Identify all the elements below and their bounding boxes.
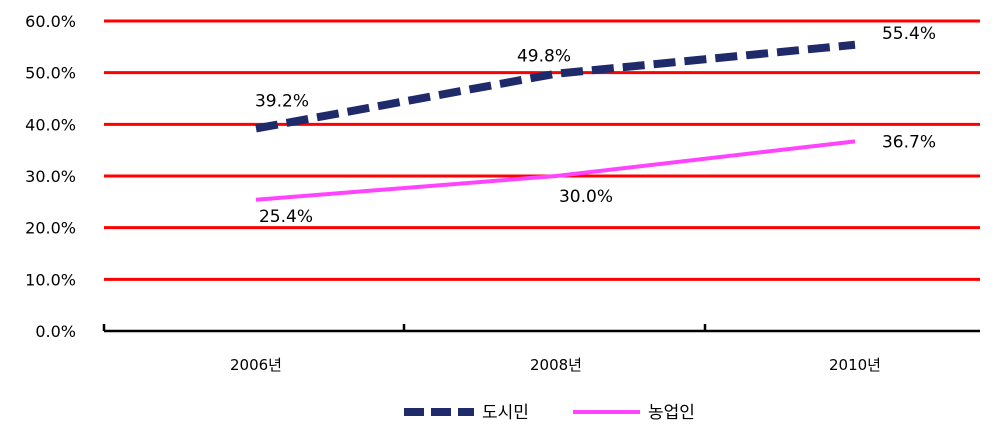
legend-label: 도시민 [482, 403, 529, 423]
y-tick-label: 30.0% [25, 167, 76, 186]
data-label: 55.4% [882, 24, 936, 44]
data-label: 39.2% [255, 91, 309, 111]
y-tick-label: 40.0% [25, 115, 76, 134]
data-label: 36.7% [882, 132, 936, 152]
y-tick-labels: 0.0% 10.0% 20.0% 30.0% 40.0% 50.0% 60.0% [25, 12, 76, 341]
data-labels: 39.2% 49.8% 55.4% 25.4% 30.0% 36.7% [255, 24, 936, 227]
x-tick-label: 2006년 [230, 356, 282, 374]
y-tick-label: 60.0% [25, 12, 76, 31]
y-tick-label: 20.0% [25, 219, 76, 238]
x-tick-label: 2010년 [829, 356, 881, 374]
series-line-1 [255, 40, 856, 133]
legend: 도시민 농업인 [404, 403, 695, 423]
data-label: 49.8% [517, 47, 571, 67]
y-tick-label: 0.0% [35, 322, 76, 341]
y-tick-label: 50.0% [25, 64, 76, 83]
series-lines [255, 40, 856, 202]
data-label: 30.0% [559, 187, 613, 207]
legend-label: 농업인 [648, 403, 695, 423]
x-axis [102, 324, 980, 333]
x-tick-labels: 2006년 2008년 2010년 [230, 356, 881, 374]
series-line-2 [255, 139, 856, 202]
x-tick-label: 2008년 [530, 356, 582, 374]
y-tick-label: 10.0% [25, 270, 76, 289]
data-label: 25.4% [259, 207, 313, 227]
